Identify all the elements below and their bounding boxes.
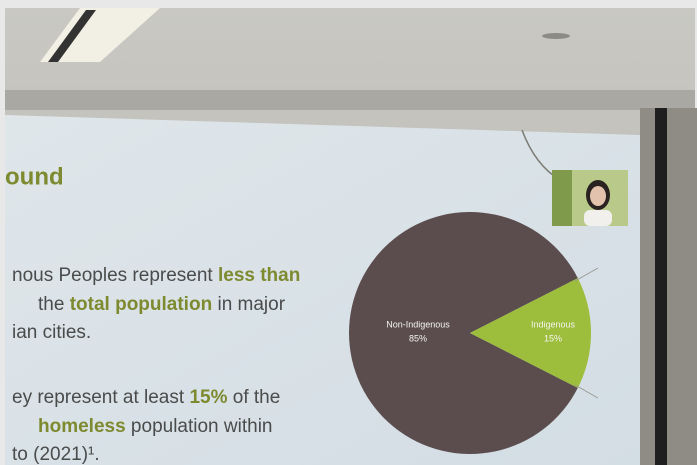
slice-label: Non-Indigenous	[386, 319, 450, 329]
slice-label: Indigenous	[531, 319, 576, 329]
bold-text: homeless	[38, 416, 126, 437]
text-run: in major	[212, 294, 286, 315]
text-line: to (2021)¹.	[12, 444, 100, 465]
text-run: ian cities.	[12, 322, 91, 343]
screen-edge	[655, 108, 667, 465]
webcam-face	[590, 186, 606, 206]
slice-value: 15%	[544, 333, 562, 343]
text-run: population within	[126, 416, 273, 437]
text-line: ey represent at least 15% of the	[12, 387, 280, 408]
bold-text: 15%	[189, 387, 227, 408]
text-run: ey represent at least	[12, 387, 189, 408]
wall	[640, 108, 697, 465]
slide-title: ound	[5, 163, 64, 190]
text-run: to (2021)¹.	[12, 444, 100, 465]
bold-text: total population	[70, 294, 212, 315]
text-line: the total population in major	[38, 294, 286, 315]
text-run: of the	[227, 387, 280, 408]
text-line: ian cities.	[12, 322, 91, 343]
scene: ound nous Peoples represent less than the…	[0, 0, 697, 465]
sprinkler	[542, 33, 570, 39]
text-line: homeless population within	[38, 416, 272, 437]
bold-text: less than	[218, 265, 300, 286]
webcam	[552, 170, 628, 226]
slice-value: 85%	[409, 333, 427, 343]
beam	[5, 90, 695, 110]
text-run: nous Peoples represent	[12, 265, 218, 286]
text-run: the	[38, 294, 70, 315]
webcam-body	[584, 210, 612, 226]
webcam-plant	[552, 170, 572, 226]
text-line: nous Peoples represent less than	[12, 265, 300, 286]
